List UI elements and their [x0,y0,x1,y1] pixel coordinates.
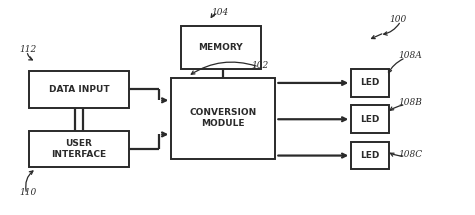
Text: MEMORY: MEMORY [199,43,243,52]
Text: 108A: 108A [399,51,422,60]
Text: 112: 112 [19,45,37,54]
Text: USER
INTERFACE: USER INTERFACE [51,140,106,159]
Bar [351,69,389,97]
Bar [351,142,389,169]
Text: LED: LED [361,151,380,160]
Bar [180,26,261,69]
Text: 102: 102 [252,61,269,70]
Bar [29,131,129,167]
Bar [351,105,389,133]
Text: 100: 100 [389,15,406,24]
Text: CONVERSION
MODULE: CONVERSION MODULE [190,109,257,128]
Text: LED: LED [361,78,380,88]
Bar [29,71,129,108]
Text: DATA INPUT: DATA INPUT [48,85,109,94]
Text: 110: 110 [19,188,37,197]
Bar [171,78,276,159]
Text: 108C: 108C [399,150,423,159]
Text: LED: LED [361,115,380,124]
Text: 108B: 108B [399,98,422,107]
Text: 104: 104 [211,8,228,17]
